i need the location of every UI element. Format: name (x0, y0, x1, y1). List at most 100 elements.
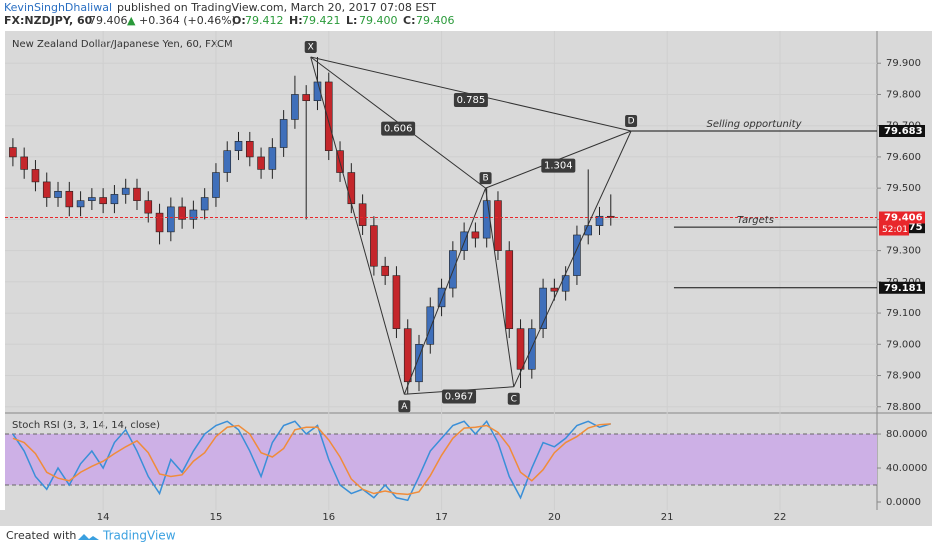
candle-body (144, 200, 153, 214)
ohlc-label: H: (289, 14, 303, 27)
candle-body (88, 197, 96, 201)
y-tick-label: 79.500 (886, 183, 921, 194)
pattern-leg (485, 188, 515, 387)
candle-body (482, 200, 491, 239)
candle-body (268, 147, 277, 170)
candle-body (392, 275, 401, 329)
candle-body (20, 156, 28, 170)
x-tick-label: 14 (97, 512, 110, 523)
candle-body (505, 250, 514, 329)
candle-body (426, 306, 435, 345)
x-tick-label: 20 (548, 512, 561, 523)
pattern-leg (310, 56, 405, 395)
level-text: Selling opportunity (707, 119, 803, 130)
y-tick-label: 79.600 (886, 152, 921, 163)
y-tick-label: 78.900 (886, 371, 921, 382)
candle-body (516, 328, 525, 370)
ratio-label: 1.304 (544, 161, 573, 172)
candle-body (99, 197, 107, 205)
footer-text: Created with (6, 529, 76, 542)
candle-body (528, 328, 536, 370)
candle-body (257, 156, 265, 170)
candle-body (189, 209, 198, 220)
point-label: C (511, 394, 517, 404)
candle-body (31, 169, 40, 183)
candle-body (65, 190, 74, 208)
candle-body (539, 287, 547, 329)
candle-body (200, 197, 209, 211)
candle-body (324, 81, 333, 151)
y-tick-label: 0.0000 (886, 497, 921, 508)
price-marker (879, 281, 925, 294)
ohlc-value: 79.412 (245, 14, 284, 27)
indicator-title: Stoch RSI (3, 3, 14, 14, close) (12, 420, 160, 431)
point-box (625, 114, 638, 127)
candle-body (573, 234, 581, 276)
pattern-leg (403, 187, 487, 395)
band (5, 434, 877, 486)
candle-body (234, 141, 243, 151)
y-tick-label: 80.0000 (886, 429, 927, 440)
candle-body (415, 343, 423, 383)
point-box (507, 392, 520, 405)
plot-area (5, 31, 877, 510)
point-box (304, 40, 317, 53)
candle-body (403, 328, 412, 383)
x-tick-label: 21 (661, 512, 674, 523)
ratio-box (453, 92, 488, 107)
brand[interactable]: TradingView (102, 529, 176, 543)
point-label: X (308, 42, 314, 52)
candle-body (110, 194, 119, 205)
chart-title: New Zealand Dollar/Japanese Yen, 60, FXC… (12, 39, 233, 50)
pattern-leg (513, 130, 632, 387)
price: 79.406 (89, 14, 128, 27)
candle-body (121, 187, 130, 195)
point-box (398, 400, 411, 413)
logo (78, 534, 99, 540)
symbol: FX:NZDJPY, 60 (4, 14, 93, 27)
ratio-label: 0.967 (445, 392, 474, 403)
ohlc-label: O: (232, 14, 246, 27)
author[interactable]: KevinSinghDhaliwal (4, 1, 112, 14)
candle-body (54, 190, 62, 198)
ratio-box (541, 158, 576, 173)
price-marker-label: 79.406 (884, 213, 923, 224)
candle-body (42, 181, 51, 198)
countdown: 52:01 (882, 225, 908, 235)
candle-body (9, 147, 17, 158)
y-tick-label: 79.800 (886, 89, 921, 100)
candle-body (347, 172, 356, 205)
candle-body (167, 206, 175, 233)
y-tick-label: 79.000 (886, 339, 921, 350)
candle-body (291, 94, 299, 120)
candle-body (212, 172, 220, 198)
level-text: Targets (737, 215, 774, 226)
published: published on TradingView.com, March 20, … (117, 1, 436, 14)
candle-body (381, 265, 389, 276)
candle-body (178, 206, 186, 220)
stoch-line (12, 423, 611, 496)
price-marker (879, 211, 925, 224)
candle-body (302, 94, 310, 102)
candle-body (449, 250, 457, 289)
y-tick-label: 79.300 (886, 246, 921, 257)
candle-body (550, 287, 559, 292)
y-tick-label: 79.100 (886, 308, 921, 319)
price-marker (879, 124, 925, 137)
y-tick-label: 79.900 (886, 58, 921, 69)
x-tick-label: 22 (774, 512, 787, 523)
candle-body (370, 225, 378, 267)
x-tick-label: 16 (322, 512, 335, 523)
point-box (479, 172, 492, 185)
point-label: D (628, 116, 635, 126)
change: +0.364 (+0.46%) (139, 14, 236, 27)
candle-body (279, 119, 288, 148)
point-label: B (482, 174, 488, 184)
x-tick-label: 17 (435, 512, 448, 523)
price-axis (877, 31, 932, 510)
candle-body (76, 200, 85, 208)
candle-body (223, 150, 232, 173)
candle-body (358, 203, 367, 226)
candle-body (437, 287, 446, 308)
